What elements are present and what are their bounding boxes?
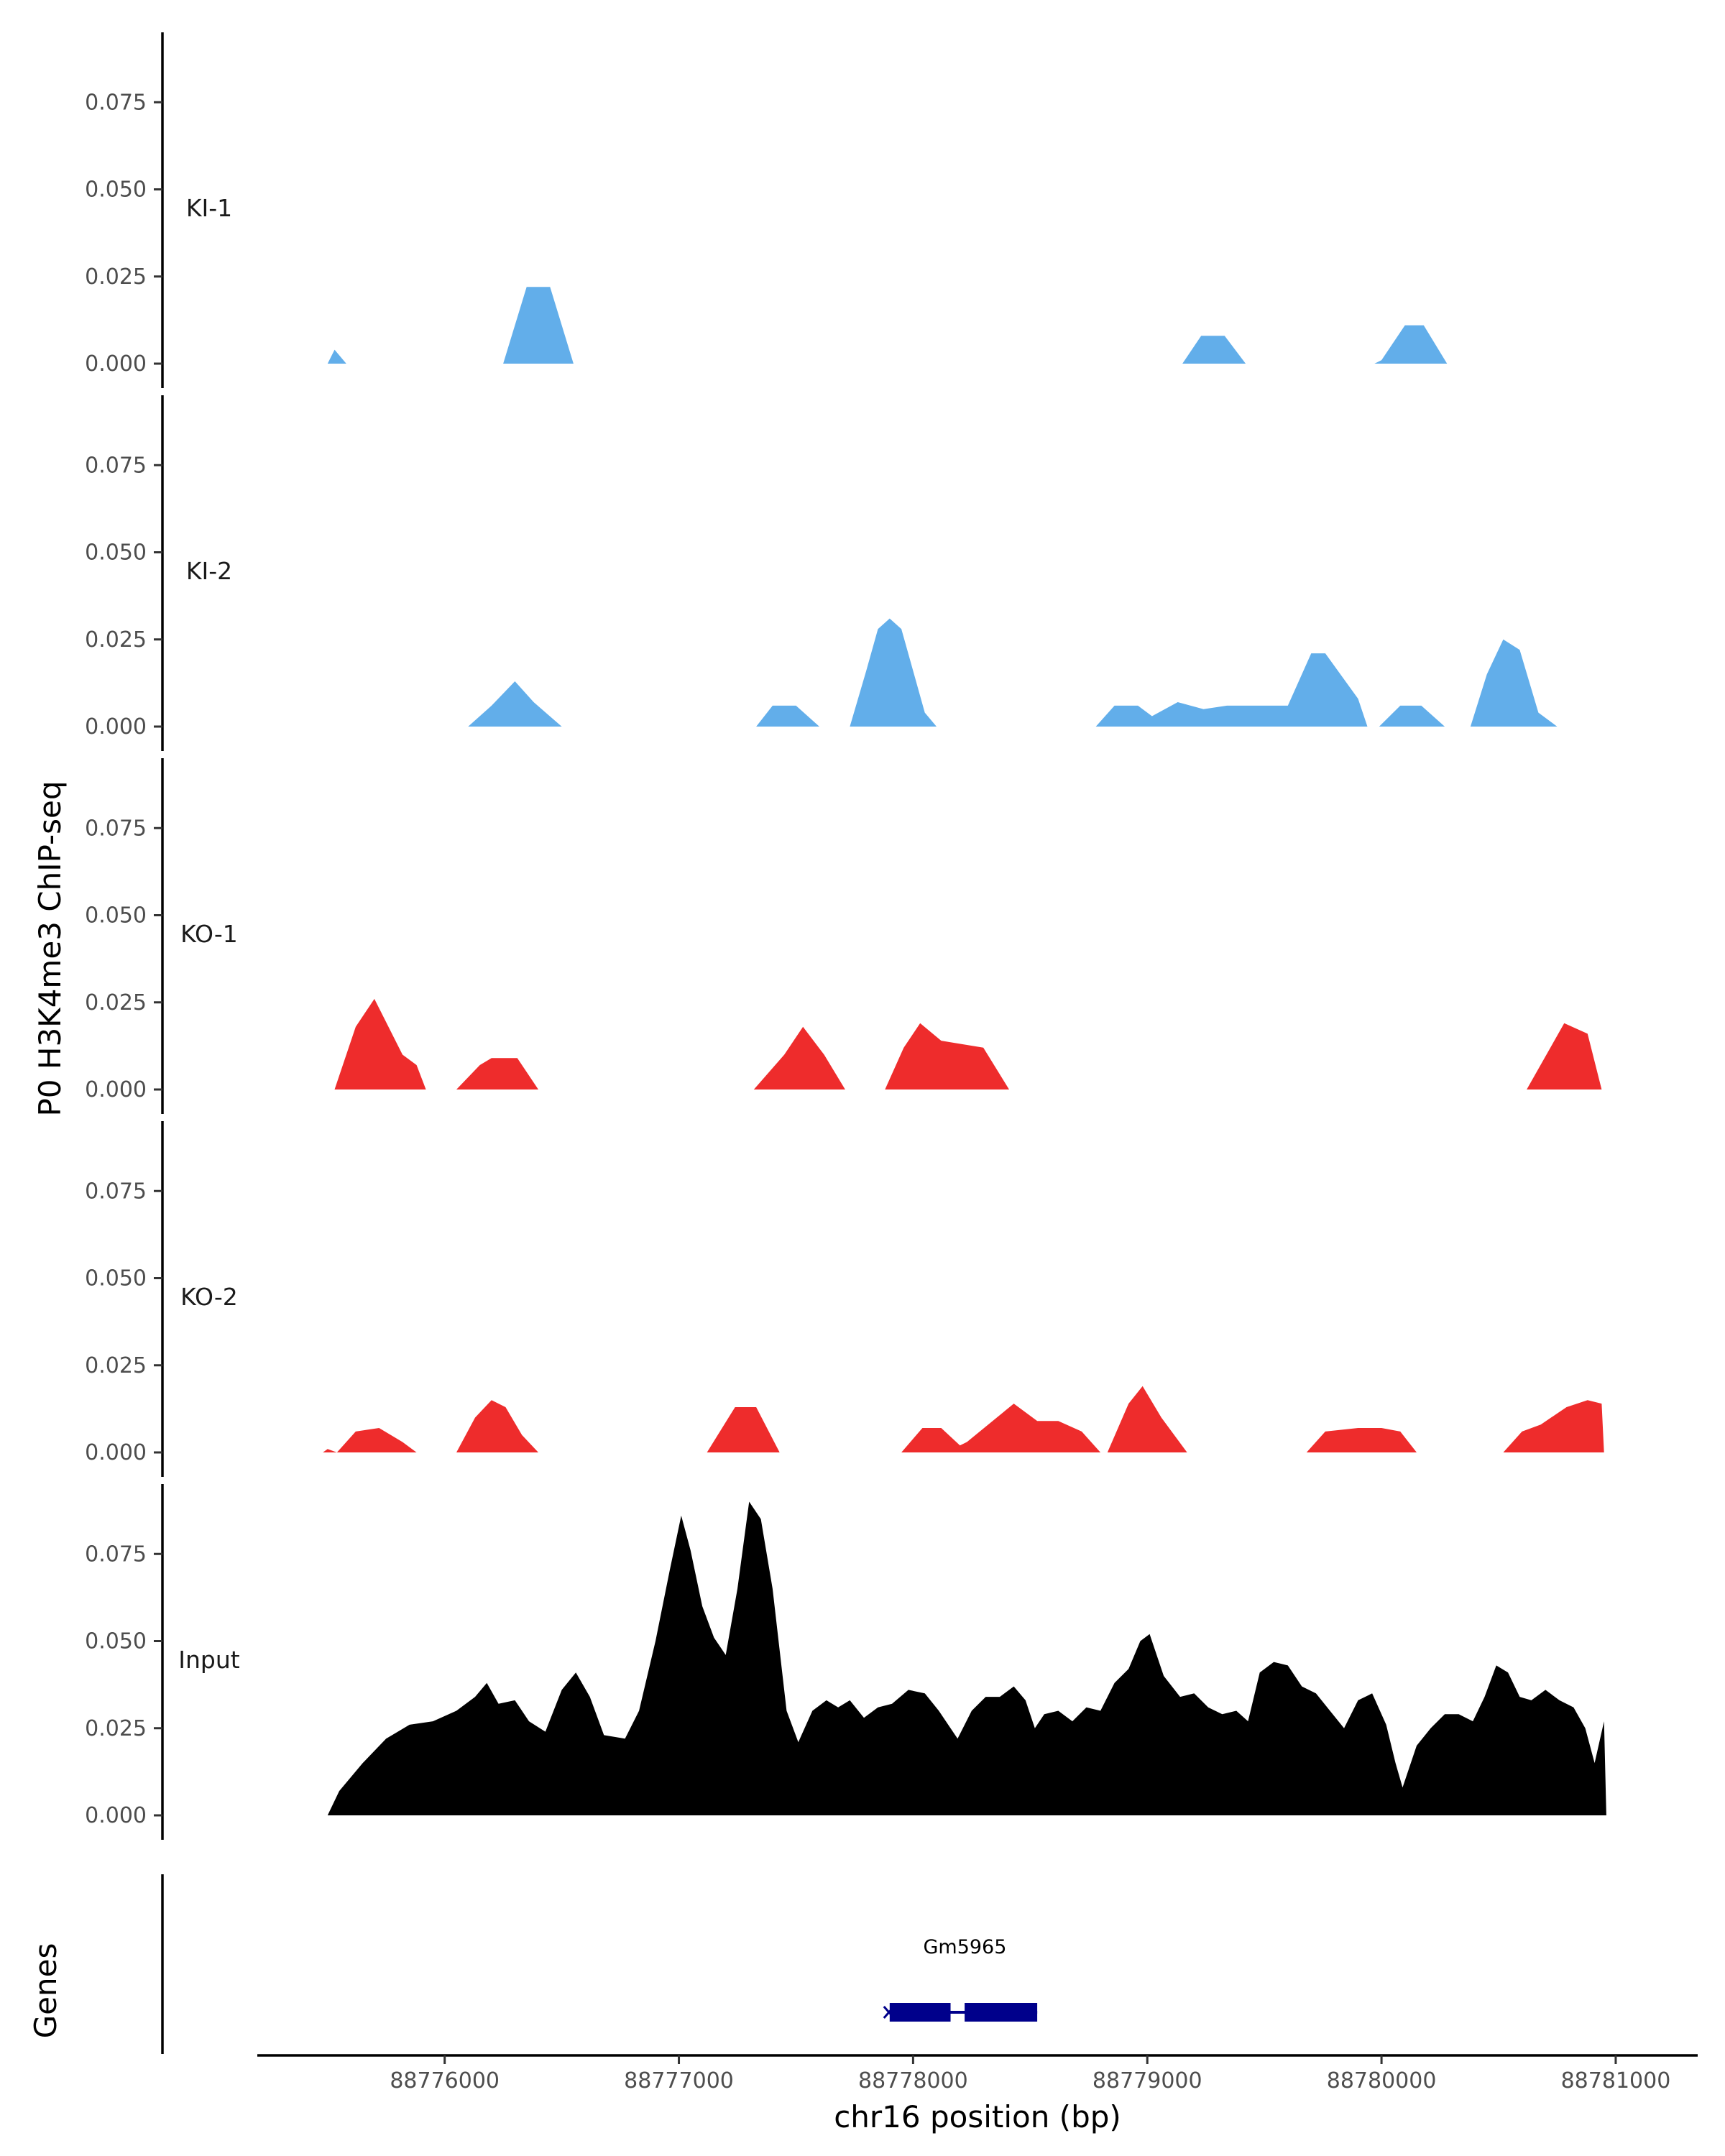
y-tick-label: 0.025	[85, 1716, 147, 1741]
signal-area	[327, 1501, 1606, 1815]
y-tick-label: 0.000	[85, 1803, 147, 1828]
signal-area	[468, 618, 1558, 727]
track-label: Input	[178, 1646, 240, 1674]
y-tick-label: 0.075	[85, 1542, 147, 1567]
y-tick-label: 0.025	[85, 1353, 147, 1378]
y-tick-label: 0.025	[85, 264, 147, 290]
y-tick-label: 0.000	[85, 1440, 147, 1465]
y-tick-label: 0.025	[85, 627, 147, 653]
y-tick-label: 0.050	[85, 1266, 147, 1291]
y-tick-label: 0.075	[85, 453, 147, 478]
track-ko-1: 0.000 0.025 0.050 0.075 KO-1	[85, 758, 1602, 1114]
y-tick-label: 0.025	[85, 990, 147, 1015]
track-label: KI-2	[186, 557, 232, 585]
x-tick-label: 88777000	[624, 2068, 734, 2093]
y-tick-label: 0.075	[85, 1179, 147, 1204]
gene-panel: Gm5965	[161, 1874, 1038, 2054]
x-tick-label: 88781000	[1561, 2068, 1671, 2093]
gene-strand-mark	[883, 2006, 895, 2019]
y-axis-title: P0 H3K4me3 ChIP-seq	[32, 780, 68, 1116]
signal-area	[323, 1386, 1604, 1452]
x-axis: 88776000 88777000 88778000 88779000 88780000…	[257, 2054, 1698, 2093]
y-tick-label: 0.050	[85, 1629, 147, 1654]
genes-axis-title: Genes	[28, 1943, 63, 2039]
y-tick-label: 0.000	[85, 1077, 147, 1102]
y-tick-label: 0.075	[85, 816, 147, 841]
x-tick-label: 88779000	[1092, 2068, 1202, 2093]
track-label: KO-2	[180, 1283, 238, 1311]
track-ko-2: 0.000 0.025 0.050 0.075 KO-2	[85, 1121, 1604, 1477]
signal-area	[327, 287, 1448, 364]
track-panels: 0.0000.0250.0500.075KI-10.0000.0250.0500…	[85, 32, 1606, 1840]
y-tick-label: 0.050	[85, 178, 147, 203]
track-ki-2: 0.000 0.025 0.050 0.075 KI-2	[85, 395, 1558, 751]
y-tick-label: 0.075	[85, 90, 147, 115]
track-label: KI-1	[186, 194, 232, 222]
gene-label: Gm5965	[923, 1936, 1006, 1958]
y-tick-label: 0.050	[85, 903, 147, 929]
x-tick-label: 88780000	[1327, 2068, 1437, 2093]
y-tick-label: 0.000	[85, 714, 147, 740]
track-label: KO-1	[180, 920, 238, 948]
gene-exon	[889, 2003, 951, 2022]
signal-area	[334, 998, 1602, 1089]
gene-exon	[965, 2003, 1038, 2022]
y-tick-label: 0.050	[85, 540, 147, 566]
y-tick-label: 0.000	[85, 351, 147, 377]
track-ki-1: 0.000 0.025 0.050 0.075 KI-1	[85, 32, 1448, 388]
track-input: 0.000 0.025 0.050 0.075 Input	[85, 1484, 1606, 1840]
x-tick-label: 88778000	[858, 2068, 968, 2093]
x-tick-label: 88776000	[390, 2068, 500, 2093]
x-axis-title: chr16 position (bp)	[834, 2099, 1121, 2134]
